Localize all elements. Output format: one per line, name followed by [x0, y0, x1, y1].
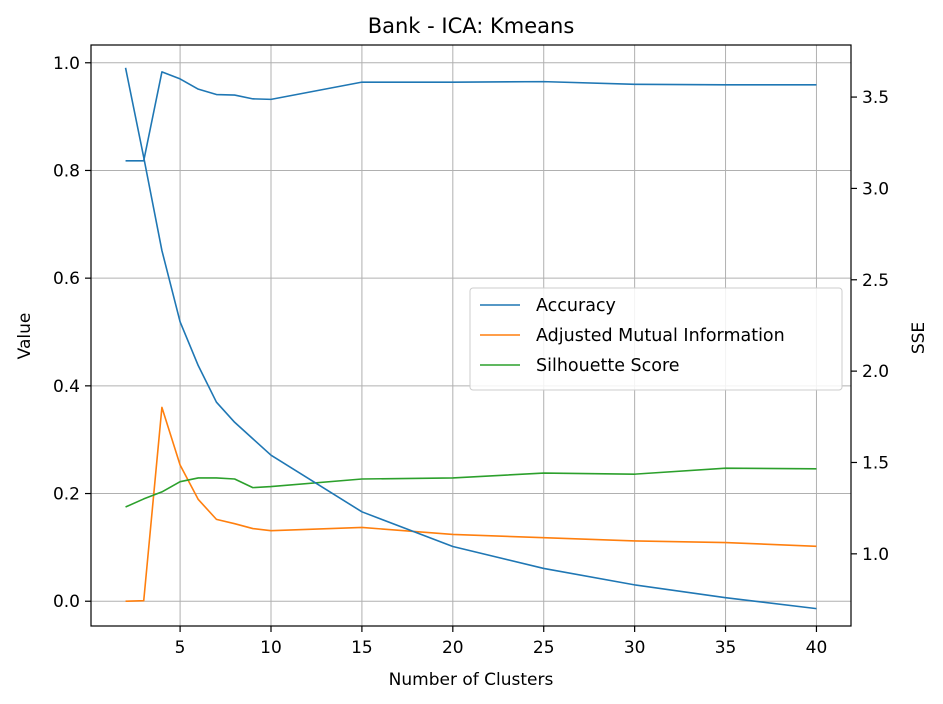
x-tick-label: 20 [442, 638, 464, 658]
plot-lines [124, 67, 817, 610]
series-line-adjusted-mutual-information [125, 406, 817, 603]
legend: Accuracy Adjusted Mutual Information Silho… [469, 287, 843, 391]
x-tick-label: 15 [351, 638, 373, 658]
y-tick-label: 1.0 [53, 54, 80, 74]
plot-frame [90, 44, 852, 627]
y-tick-label: 0.4 [53, 377, 80, 397]
y2-tick-label: 1.0 [862, 545, 889, 565]
x-tick-label: 25 [533, 638, 555, 658]
x-axis-label: Number of Clusters [389, 670, 554, 690]
chart-title: Bank - ICA: Kmeans [368, 14, 575, 38]
y-tick-label: 0.0 [53, 592, 80, 612]
x-tick-label: 40 [806, 638, 828, 658]
y-tick-label: 0.2 [53, 485, 80, 505]
legend-label-accuracy: Accuracy [536, 296, 616, 316]
y2-axis-ticks: 1.0 1.5 2.0 2.5 3.0 3.5 [851, 88, 889, 565]
legend-box [469, 287, 843, 391]
y2-tick-label: 3.0 [862, 179, 889, 199]
legend-label-silhouette-score: Silhouette Score [536, 356, 680, 376]
x-tick-label: 30 [624, 638, 646, 658]
legend-label-adjusted-mutual-information: Adjusted Mutual Information [536, 326, 785, 346]
y2-tick-label: 3.5 [862, 88, 889, 108]
y2-tick-label: 2.0 [862, 362, 889, 382]
y2-tick-label: 2.5 [862, 271, 889, 291]
series-line-accuracy [125, 71, 817, 162]
y2-axis-label: SSE [909, 322, 929, 354]
y-axis-ticks: 0.0 0.2 0.4 0.6 0.8 1.0 [53, 54, 91, 612]
series-line-right-axis-3 [124, 67, 817, 610]
y-axis-label: Value [15, 313, 35, 360]
y-tick-label: 0.6 [53, 269, 80, 289]
series-line-silhouette-score [125, 467, 817, 508]
x-tick-label: 5 [175, 638, 186, 658]
x-tick-label: 10 [260, 638, 282, 658]
x-axis-ticks: 5 10 15 20 25 30 35 40 [175, 626, 828, 658]
y2-tick-label: 1.5 [862, 453, 889, 473]
x-tick-label: 35 [715, 638, 737, 658]
y-tick-label: 0.8 [53, 161, 80, 181]
